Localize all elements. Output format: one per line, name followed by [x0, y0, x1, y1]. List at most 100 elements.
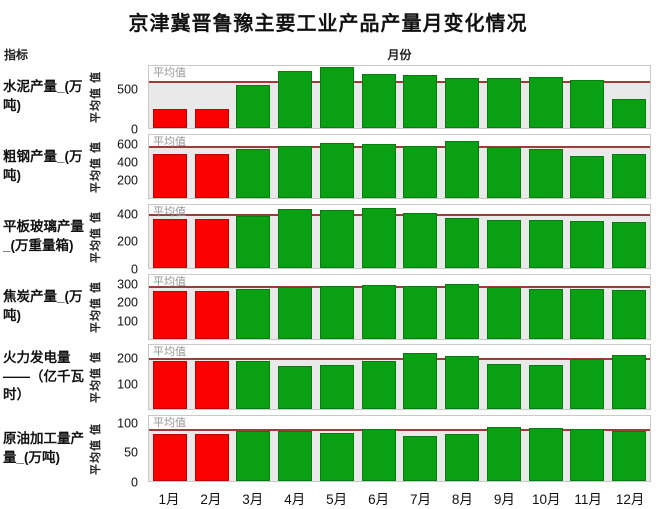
- bar-row2-9月[interactable]: [486, 146, 521, 198]
- bar-row1-4月[interactable]: [278, 70, 313, 128]
- bar-row5-12月[interactable]: [612, 354, 647, 409]
- y-axis-title-text: 平均值 值: [90, 350, 102, 404]
- bar-row3-8月[interactable]: [445, 217, 480, 268]
- x-axis-label: 7月: [409, 492, 431, 507]
- average-line: [149, 358, 650, 361]
- bar-row5-5月[interactable]: [319, 364, 354, 409]
- bar-row3-6月[interactable]: [361, 208, 396, 268]
- bar-row4-7月[interactable]: [403, 286, 438, 339]
- bar-row5-3月[interactable]: [236, 360, 271, 409]
- bar-row4-5月[interactable]: [319, 285, 354, 339]
- bar-row6-11月[interactable]: [570, 429, 605, 481]
- bar-row1-11月[interactable]: [570, 80, 605, 128]
- bar-row2-8月[interactable]: [445, 141, 480, 198]
- y-axis-tick: 100: [117, 314, 138, 329]
- bar-row2-2月[interactable]: [194, 153, 229, 198]
- row-indicator-label: 水泥产量_(万吨): [3, 79, 83, 113]
- bar-row1-10月[interactable]: [528, 76, 563, 128]
- bar-row5-11月[interactable]: [570, 358, 605, 409]
- month-axis-header: 月份: [387, 48, 412, 62]
- bar-row6-1月[interactable]: [152, 433, 187, 481]
- y-axis-ticks: 600 400 200: [102, 134, 144, 199]
- row-indicator-label: 焦炭产量_(万吨): [3, 289, 83, 323]
- y-axis-tick: 100: [117, 415, 138, 430]
- bar-row3-10月[interactable]: [528, 219, 563, 268]
- bar-row5-6月[interactable]: [361, 360, 396, 409]
- indicator-axis-header: 指标: [4, 48, 29, 62]
- bar-row6-10月[interactable]: [528, 427, 563, 481]
- bar-row2-5月[interactable]: [319, 143, 354, 198]
- bar-row5-4月[interactable]: [278, 365, 313, 409]
- bar-row1-7月[interactable]: [403, 74, 438, 128]
- bar-row2-6月[interactable]: [361, 143, 396, 198]
- bar-row4-3月[interactable]: [236, 289, 271, 339]
- page-title: 京津冀晋鲁豫主要工业产品产量月变化情况: [128, 13, 528, 35]
- bar-row5-7月[interactable]: [403, 353, 438, 409]
- y-axis-ticks: 500 0: [102, 65, 144, 135]
- bar-row2-4月[interactable]: [278, 145, 313, 198]
- bar-row3-12月[interactable]: [612, 222, 647, 268]
- bar-row1-12月[interactable]: [612, 98, 647, 128]
- bar-row5-9月[interactable]: [486, 363, 521, 409]
- average-line: [149, 285, 650, 288]
- bar-row3-1月[interactable]: [152, 218, 187, 268]
- y-axis-tick: 200: [117, 234, 138, 249]
- bar-row5-8月[interactable]: [445, 355, 480, 409]
- bar-row4-1月[interactable]: [152, 290, 187, 339]
- y-axis-title-text: 平均值 值: [90, 70, 102, 124]
- bar-row6-9月[interactable]: [486, 426, 521, 481]
- bar-row6-5月[interactable]: [319, 432, 354, 481]
- bar-row1-5月[interactable]: [319, 66, 354, 128]
- bar-row6-3月[interactable]: [236, 430, 271, 481]
- bar-row4-11月[interactable]: [570, 289, 605, 339]
- bar-row4-10月[interactable]: [528, 289, 563, 339]
- bar-row4-12月[interactable]: [612, 290, 647, 339]
- bar-row1-9月[interactable]: [486, 78, 521, 128]
- bar-row3-7月[interactable]: [403, 212, 438, 268]
- bar-row2-11月[interactable]: [570, 155, 605, 198]
- bar-row6-2月[interactable]: [194, 433, 229, 481]
- bar-row2-1月[interactable]: [152, 153, 187, 198]
- bar-row6-12月[interactable]: [612, 430, 647, 481]
- bar-row3-9月[interactable]: [486, 219, 521, 268]
- bar-row2-12月[interactable]: [612, 153, 647, 198]
- bar-row4-9月[interactable]: [486, 287, 521, 339]
- average-band: [149, 148, 650, 198]
- bar-row4-2月[interactable]: [194, 290, 229, 339]
- x-axis-label: 9月: [493, 492, 515, 507]
- y-axis-tick: 200: [117, 295, 138, 310]
- bar-row3-11月[interactable]: [570, 221, 605, 268]
- bar-row3-3月[interactable]: [236, 215, 271, 268]
- bar-row6-6月[interactable]: [361, 428, 396, 481]
- y-axis-ticks: 400 200 0: [102, 204, 144, 275]
- bar-row1-8月[interactable]: [445, 78, 480, 128]
- bar-row1-1月[interactable]: [152, 108, 187, 128]
- bar-row1-6月[interactable]: [361, 73, 396, 128]
- bar-row4-6月[interactable]: [361, 284, 396, 339]
- bar-row5-1月[interactable]: [152, 360, 187, 409]
- average-line-label: 平均值: [153, 346, 186, 358]
- y-axis-tick: 500: [117, 82, 138, 97]
- bar-row1-3月[interactable]: [236, 84, 271, 128]
- bar-row4-4月[interactable]: [278, 286, 313, 339]
- average-line: [149, 428, 650, 431]
- bar-row5-2月[interactable]: [194, 360, 229, 409]
- average-band: [149, 216, 650, 268]
- bar-row2-3月[interactable]: [236, 148, 271, 198]
- bar-row2-10月[interactable]: [528, 149, 563, 198]
- y-axis-tick: 0: [131, 261, 138, 276]
- y-axis-tick: 200: [117, 351, 138, 365]
- row-indicator-label: 原油加工量产量_(万吨): [3, 430, 84, 465]
- bar-row4-8月[interactable]: [445, 283, 480, 339]
- bar-row3-4月[interactable]: [278, 209, 313, 268]
- y-axis-title-text: 平均值 值: [90, 280, 102, 334]
- bar-row6-7月[interactable]: [403, 435, 438, 481]
- bar-row1-2月[interactable]: [194, 108, 229, 128]
- x-axis-label: 12月: [615, 492, 645, 507]
- bar-row3-5月[interactable]: [319, 210, 354, 268]
- bar-row6-8月[interactable]: [445, 433, 480, 481]
- bar-row3-2月[interactable]: [194, 218, 229, 268]
- bar-row6-4月[interactable]: [278, 431, 313, 481]
- bar-row2-7月[interactable]: [403, 145, 438, 198]
- bar-row5-10月[interactable]: [528, 365, 563, 409]
